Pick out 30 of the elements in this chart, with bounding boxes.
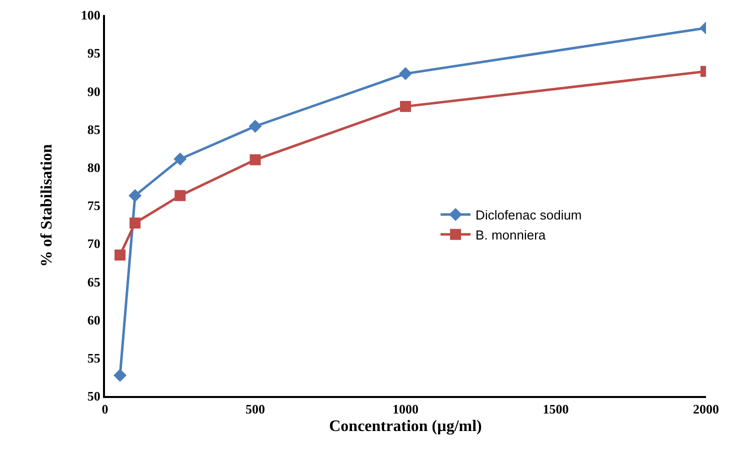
y-axis-title: % of Stabilisation xyxy=(38,144,56,267)
y-tick-label: 60 xyxy=(87,312,100,328)
x-tick-label: 1500 xyxy=(542,402,569,417)
y-tick-label: 90 xyxy=(87,84,100,99)
y-tick-label: 75 xyxy=(87,198,101,214)
y-tick-label: 55 xyxy=(87,350,101,366)
y-tick-label: 65 xyxy=(87,274,101,290)
point xyxy=(128,189,142,202)
point xyxy=(399,67,412,80)
point xyxy=(250,154,261,166)
x-tick-label: 1000 xyxy=(392,402,418,417)
legend-label: Diclofenac sodium xyxy=(476,208,582,223)
point xyxy=(248,120,262,133)
y-tick-label: 50 xyxy=(87,388,100,404)
point xyxy=(174,152,187,166)
y-tick-label: 80 xyxy=(87,160,100,175)
x-axis-title: Concentration (µg/ml) xyxy=(329,418,482,435)
point xyxy=(400,100,411,112)
point xyxy=(114,250,126,261)
y-tick-label: 70 xyxy=(87,236,100,252)
point xyxy=(130,218,141,229)
x-tick-label: 500 xyxy=(246,402,265,417)
x-tick-label: 2000 xyxy=(693,402,719,417)
x-tick-label: 0 xyxy=(102,402,108,417)
legend-label: B. monniera xyxy=(476,227,546,242)
y-tick-label: 85 xyxy=(87,122,101,137)
y-tick-label: 100 xyxy=(80,8,100,23)
point xyxy=(174,190,186,202)
y-tick-label: 95 xyxy=(87,46,101,61)
point xyxy=(114,368,127,382)
